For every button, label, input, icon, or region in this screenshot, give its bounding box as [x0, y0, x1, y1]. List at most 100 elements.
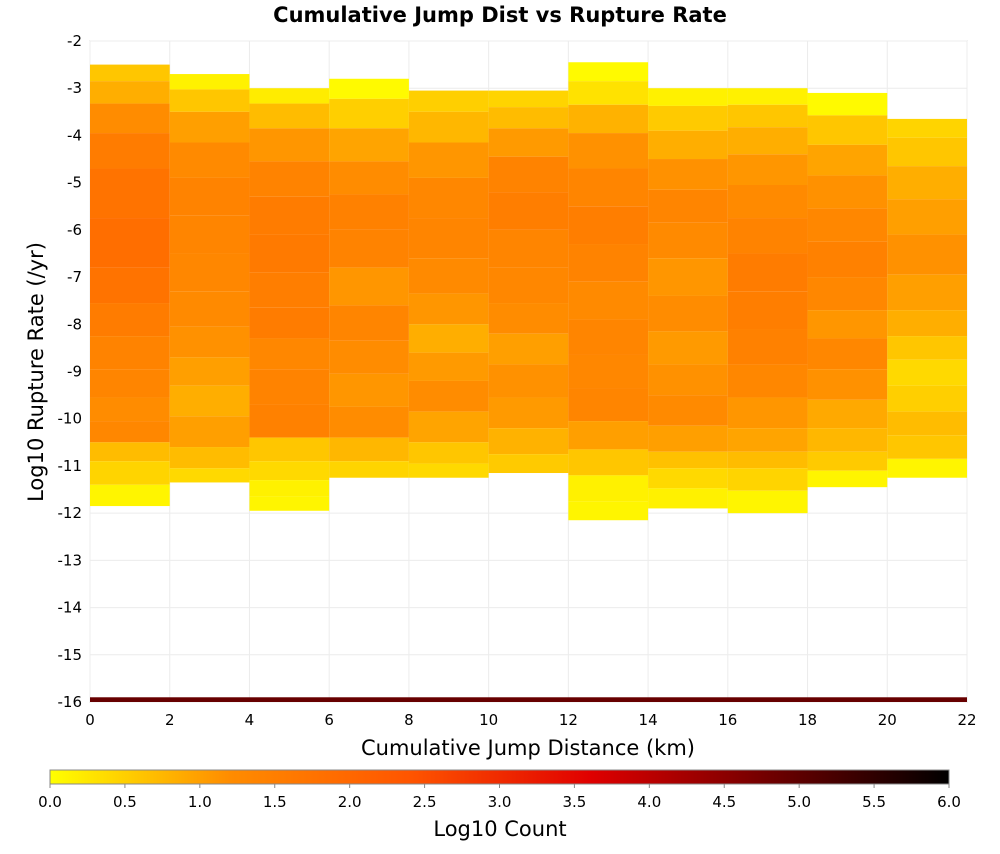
heatmap-cell	[727, 291, 808, 330]
heatmap-cell	[807, 208, 888, 242]
heatmap-cell	[488, 229, 569, 268]
heatmap-cell	[249, 272, 330, 308]
heatmap-cell	[887, 458, 967, 478]
heatmap-cell	[329, 161, 409, 195]
heatmap-cell	[249, 338, 330, 370]
heatmap-cell	[488, 107, 569, 129]
heatmap-cell	[488, 128, 569, 157]
heatmap-cell	[408, 142, 489, 178]
heatmap-cell	[887, 435, 967, 459]
heatmap-cell	[329, 406, 409, 438]
heatmap-cell	[887, 166, 967, 200]
heatmap-cell	[648, 159, 728, 190]
y-tick-label: -14	[58, 599, 83, 617]
heatmap-cell	[408, 177, 489, 219]
y-tick-label: -4	[67, 126, 82, 144]
x-tick-labels: 0 2 4 6 8 10 12 14 16 18 20 22	[85, 711, 976, 729]
heatmap-cell	[648, 222, 728, 259]
heatmap-cell	[568, 319, 649, 355]
heatmap-cell	[727, 154, 808, 186]
heatmap-cell	[568, 244, 649, 282]
heatmap-cell	[727, 253, 808, 292]
heatmap-cell	[90, 369, 170, 398]
heatmap-cell	[807, 277, 888, 311]
heatmap-cell	[488, 303, 569, 334]
colorbar-tick-label: 5.5	[862, 793, 886, 811]
heatmap-cell	[807, 92, 888, 116]
x-tick-label: 16	[718, 711, 737, 729]
heatmap-cell	[408, 352, 489, 381]
heatmap-cell	[807, 144, 888, 176]
colorbar-tick-label: 5.0	[787, 793, 811, 811]
heatmap-cell	[488, 364, 569, 398]
heatmap-cell	[568, 133, 649, 169]
heatmap-cell	[887, 274, 967, 311]
heatmap-cell	[648, 395, 728, 426]
heatmap-cell	[90, 81, 170, 104]
x-tick-label: 8	[404, 711, 414, 729]
heatmap-cell	[568, 281, 649, 320]
heatmap-cell	[329, 461, 409, 478]
heatmap-cell	[329, 194, 409, 230]
heatmap-cell	[169, 89, 250, 112]
heatmap-cell	[807, 175, 888, 209]
heatmap-cell	[169, 253, 250, 292]
heatmap-cell	[488, 333, 569, 365]
heatmap-cell	[249, 369, 330, 405]
heatmap-cell	[887, 385, 967, 412]
heatmap-cell	[727, 127, 808, 155]
heatmap-cell	[488, 267, 569, 304]
y-tick-label: -10	[58, 410, 83, 428]
heatmap-cell	[249, 480, 330, 497]
heatmap-cell	[648, 331, 728, 365]
heatmap-cell	[648, 451, 728, 469]
colorbar-tick-label: 1.5	[263, 793, 287, 811]
heatmap-cell	[408, 258, 489, 294]
heatmap-cell	[568, 421, 649, 450]
heatmap-cell	[329, 437, 409, 462]
heatmap-cell	[648, 364, 728, 396]
x-tick-label: 20	[878, 711, 897, 729]
heatmap-cell	[249, 307, 330, 339]
colorbar-tick-labels: 0.0 0.5 1.0 1.5 2.0 2.5 3.0 3.5 4.0 4.5 5.0 5.5 6.0	[38, 784, 961, 811]
y-axis-label: Log10 Rupture Rate (/yr)	[24, 242, 48, 502]
heatmap-cell	[90, 168, 170, 219]
heatmap-cell	[329, 305, 409, 341]
y-tick-label: -9	[67, 363, 82, 381]
heatmap-cell	[727, 185, 808, 219]
heatmap-cell	[807, 451, 888, 471]
heatmap-cell	[408, 442, 489, 464]
heatmap-cell	[727, 428, 808, 452]
heatmap-cell	[90, 484, 170, 507]
heatmap-cell	[329, 98, 409, 129]
heatmap-cell	[648, 258, 728, 296]
heatmap-cell	[887, 336, 967, 360]
heatmap-cell	[169, 142, 250, 178]
heatmap-cell	[90, 461, 170, 485]
heatmap-cell	[169, 357, 250, 386]
heatmap-cell	[169, 326, 250, 358]
heatmap-cell	[488, 192, 569, 230]
heatmap-cell	[90, 397, 170, 422]
heatmap-cell	[249, 128, 330, 162]
heatmap-cell	[329, 373, 409, 407]
x-tick-label: 0	[85, 711, 95, 729]
heatmap-cell	[807, 241, 888, 278]
heatmap-cell	[648, 105, 728, 131]
heatmap-cell	[807, 369, 888, 400]
heatmap-cell	[488, 428, 569, 455]
heatmap-cell	[887, 234, 967, 275]
colorbar-tick-label: 3.5	[562, 793, 586, 811]
heatmap-cell	[727, 468, 808, 491]
heatmap-cell	[408, 111, 489, 143]
heatmap-cell	[727, 218, 808, 254]
colorbar-tick-label: 2.0	[338, 793, 362, 811]
colorbar-label: Log10 Count	[433, 817, 566, 841]
heatmap-cell	[90, 421, 170, 443]
heatmap-cell	[887, 199, 967, 235]
heatmap-cell	[249, 437, 330, 462]
heatmap-cell	[249, 88, 330, 104]
heatmap-cell	[488, 156, 569, 193]
heatmap-cell	[329, 128, 409, 162]
heatmap-cell	[488, 454, 569, 474]
